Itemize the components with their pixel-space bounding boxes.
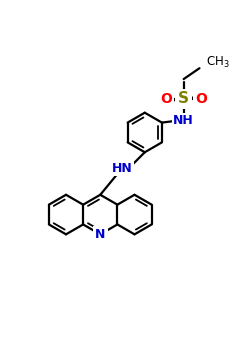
Text: O: O — [196, 92, 207, 106]
Text: N: N — [95, 228, 106, 241]
Text: S: S — [178, 91, 189, 106]
Text: HN: HN — [112, 162, 133, 175]
Text: CH$_3$: CH$_3$ — [206, 55, 230, 70]
Text: NH: NH — [173, 114, 194, 127]
Text: O: O — [160, 92, 172, 106]
